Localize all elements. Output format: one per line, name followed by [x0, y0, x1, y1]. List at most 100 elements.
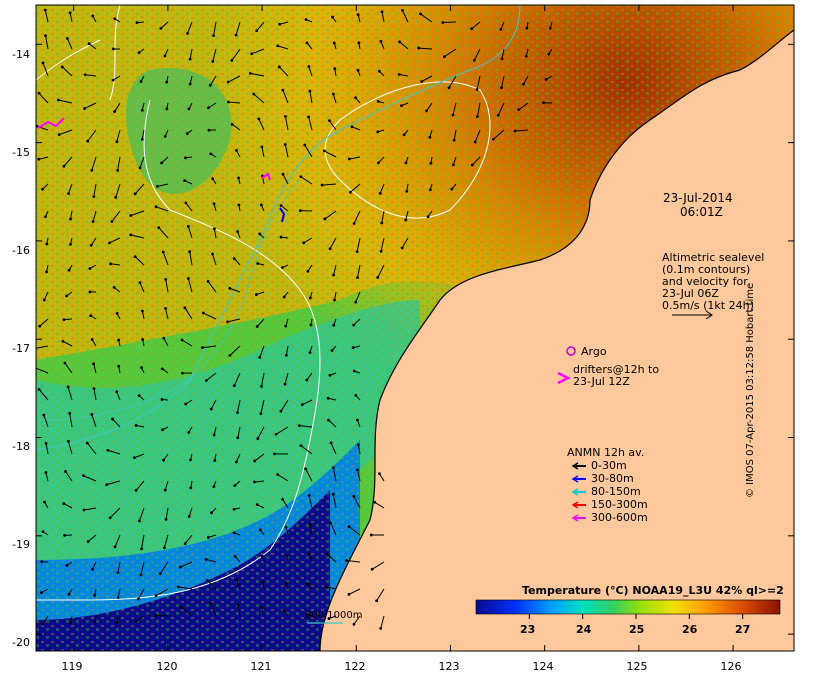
velocity-arrow	[256, 318, 265, 327]
velocity-arrowhead	[331, 15, 334, 19]
velocity-arrow	[258, 118, 265, 131]
date-label: 23-Jul-2014	[663, 191, 733, 205]
velocity-arrowhead	[429, 161, 433, 165]
velocity-arrowhead	[256, 262, 260, 265]
velocity-arrowhead	[115, 140, 119, 144]
velocity-arrow	[471, 156, 481, 166]
velocity-arrow	[212, 253, 217, 266]
velocity-arrowhead	[355, 418, 359, 422]
velocity-arrowhead	[189, 458, 192, 462]
velocity-arrow	[355, 291, 361, 303]
velocity-arrowhead	[370, 567, 374, 571]
velocity-arrowhead	[105, 483, 109, 487]
velocity-arrow	[112, 418, 121, 428]
velocity-arrow	[203, 312, 217, 320]
velocity-arrowhead	[160, 398, 164, 401]
velocity-arrowhead	[41, 61, 45, 65]
velocity-arrowhead	[178, 565, 182, 569]
velocity-arrowhead	[258, 232, 262, 236]
velocity-arrowhead	[186, 277, 190, 280]
velocity-arrowhead	[326, 396, 330, 400]
velocity-arrowhead	[82, 508, 86, 512]
sealevel-contour	[109, 5, 121, 101]
velocity-arrow	[277, 45, 289, 50]
velocity-arrow	[353, 210, 361, 224]
velocity-arrowhead	[281, 88, 285, 92]
velocity-arrow	[163, 338, 169, 347]
velocity-arrowhead	[405, 189, 409, 193]
velocity-arrowhead	[304, 18, 308, 21]
velocity-arrowhead	[63, 361, 67, 365]
velocity-arrow	[155, 206, 169, 212]
velocity-arrowhead	[517, 108, 521, 112]
velocity-arrowhead	[116, 596, 120, 599]
velocity-arrowhead	[210, 511, 213, 515]
velocity-arrowhead	[232, 384, 236, 388]
velocity-arrowhead	[496, 113, 500, 117]
velocity-arrow	[206, 558, 217, 563]
velocity-arrow	[155, 614, 169, 617]
velocity-arrowhead	[110, 220, 114, 223]
velocity-arrowhead	[66, 385, 70, 389]
velocity-arrowhead	[235, 578, 239, 582]
anmn-label: 300-600m	[591, 511, 648, 524]
velocity-arrowhead	[115, 620, 119, 624]
velocity-arrowhead	[304, 612, 308, 616]
velocity-arrow	[448, 75, 457, 89]
velocity-arrowhead	[86, 139, 90, 143]
velocity-arrowhead	[85, 441, 89, 445]
velocity-arrowhead	[88, 267, 92, 270]
velocity-arrowhead	[133, 456, 136, 460]
velocity-arrow	[254, 453, 265, 462]
velocity-arrowhead	[185, 132, 189, 136]
velocity-arrowhead	[111, 417, 114, 421]
velocity-arrow	[308, 553, 313, 563]
anmn-label: 150-300m	[591, 498, 648, 511]
velocity-arrowhead	[161, 250, 165, 254]
velocity-arrowhead	[62, 164, 66, 168]
velocity-arrow	[165, 507, 169, 520]
velocity-arrowhead	[212, 227, 216, 231]
velocity-arrow	[134, 256, 145, 266]
velocity-arrow	[58, 99, 73, 104]
velocity-arrow	[114, 102, 121, 112]
velocity-arrow	[308, 495, 313, 509]
velocity-arrow	[39, 318, 49, 327]
velocity-arrowhead	[356, 276, 359, 279]
velocity-arrowhead	[201, 346, 204, 350]
velocity-arrow	[134, 453, 145, 459]
velocity-arrowhead	[159, 26, 163, 30]
velocity-arrow	[308, 116, 313, 131]
velocity-arrowhead	[93, 593, 97, 597]
velocity-arrowhead	[41, 622, 45, 626]
velocity-arrow	[86, 442, 97, 455]
velocity-arrow	[327, 553, 337, 563]
lat-label: -18	[12, 440, 30, 453]
velocity-arrow	[305, 468, 313, 482]
velocity-arrowhead	[37, 157, 41, 161]
velocity-arrow	[497, 102, 505, 116]
velocity-arrow	[259, 345, 265, 358]
colorbar	[475, 599, 781, 615]
velocity-arrowhead	[329, 521, 332, 525]
velocity-arrowhead	[65, 564, 69, 567]
velocity-arrow	[349, 156, 361, 160]
altimetry-line: 23-Jul 06Z	[662, 287, 719, 300]
velocity-arrowhead	[285, 554, 289, 557]
velocity-arrow	[476, 75, 481, 90]
velocity-arrowhead	[154, 594, 158, 598]
velocity-arrowhead	[451, 113, 455, 117]
velocity-arrowhead	[165, 80, 169, 84]
velocity-arrow	[260, 399, 265, 414]
velocity-arrowhead	[212, 34, 216, 38]
velocity-arrow	[87, 129, 97, 142]
velocity-arrowhead	[284, 114, 287, 118]
velocity-arrow	[117, 561, 121, 573]
velocity-arrow	[514, 129, 529, 132]
velocity-arrowhead	[352, 222, 356, 225]
lon-label: 122	[344, 660, 366, 673]
velocity-arrowhead	[307, 552, 311, 556]
velocity-arrowhead	[141, 338, 145, 341]
velocity-arrowhead	[300, 403, 304, 407]
velocity-arrow	[158, 227, 169, 239]
